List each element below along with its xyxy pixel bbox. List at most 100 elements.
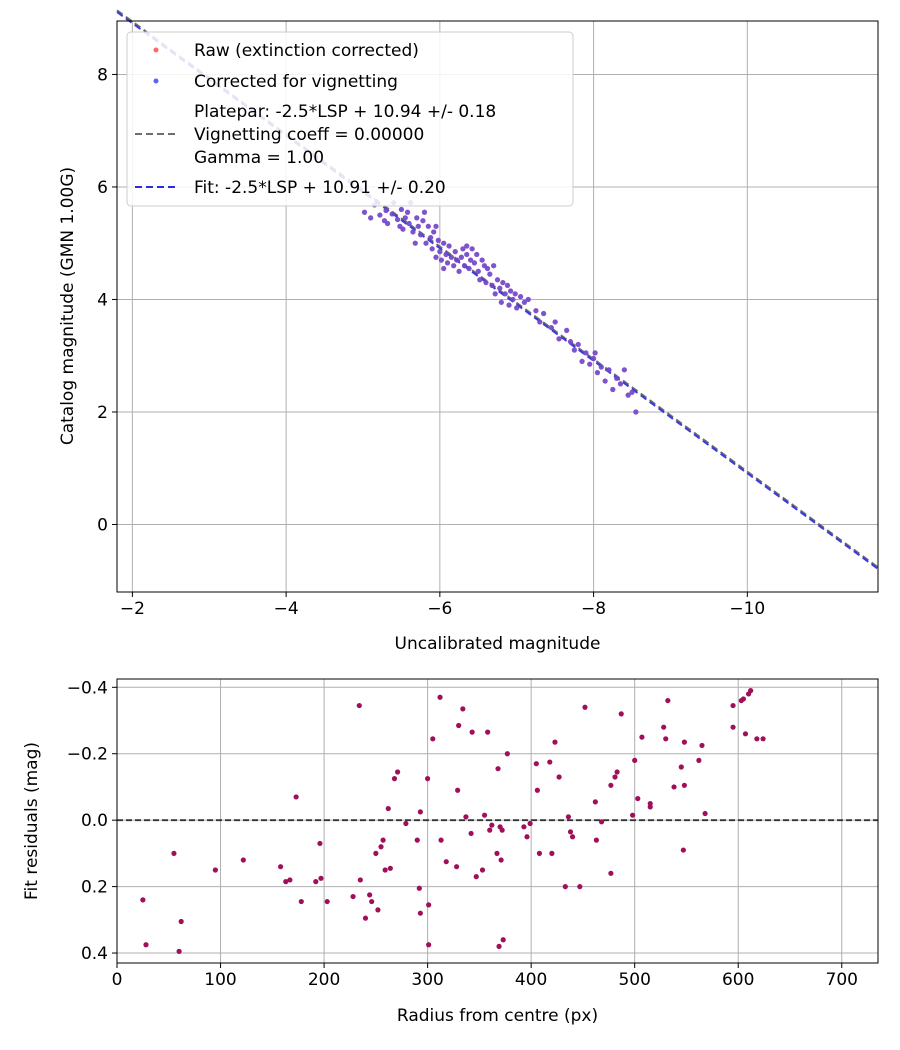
residual-point (277, 864, 284, 870)
residual-point (362, 915, 369, 921)
corrected-point (383, 207, 389, 214)
residual-point (612, 774, 618, 780)
corrected-point (512, 291, 518, 297)
residual-point (140, 897, 146, 903)
top-axis-ticks: −2 −4 −6 −8 −10 0 2 4 6 8 (97, 65, 765, 619)
corrected-point (484, 265, 491, 272)
corrected-point (406, 220, 412, 227)
corrected-point (556, 336, 562, 342)
residual-point (426, 942, 432, 948)
corrected-point (521, 299, 528, 305)
top-legend: Raw (extinction corrected) Corrected for… (126, 31, 574, 207)
residual-point (417, 809, 423, 815)
residual-point (178, 918, 184, 925)
residual-point (681, 739, 687, 745)
residual-point (678, 764, 684, 770)
corrected-point (414, 215, 420, 221)
corrected-point (461, 263, 468, 269)
corrected-point (548, 324, 554, 331)
residual-point (489, 822, 495, 828)
x-tick-label: −6 (427, 599, 452, 619)
residual-point (317, 840, 323, 847)
y-tick-label: 8 (97, 65, 108, 85)
residual-point (556, 774, 562, 780)
corrected-point (614, 375, 620, 381)
top-x-axis-label: Uncalibrated magnitude (395, 634, 601, 654)
corrected-point (510, 296, 516, 303)
residual-point (494, 850, 500, 856)
corrected-point (506, 302, 512, 308)
corrected-point (443, 251, 449, 258)
corrected-point (451, 263, 457, 269)
residual-point (357, 877, 363, 883)
corrected-point (410, 229, 416, 235)
y-tick-label: 0 (97, 515, 108, 535)
residual-point (696, 757, 702, 763)
corrected-point (552, 319, 558, 325)
residual-point (171, 850, 177, 856)
corrected-point (587, 361, 593, 367)
residual-point (608, 870, 614, 876)
residual-point (567, 829, 574, 835)
residual-point (582, 704, 588, 710)
corrected-point (492, 291, 498, 297)
bottom-axis-ticks: 0 100 200 300 400 500 600 700 0.4 0.2 0.0 −0.2 −0.4 (67, 678, 858, 990)
corrected-point (571, 347, 577, 353)
residual-point (313, 879, 319, 885)
x-tick-label: 100 (204, 970, 236, 990)
legend-raw-marker (153, 47, 159, 53)
residual-point (504, 751, 510, 757)
residual-point (485, 729, 491, 735)
residual-point (760, 736, 766, 742)
legend-platepar-line2: Vignetting coeff = 0.00000 (194, 125, 424, 145)
x-tick-label: −10 (729, 599, 765, 619)
corrected-point (621, 367, 627, 373)
corrected-point (477, 277, 483, 283)
residual-point (380, 837, 386, 843)
residual-point (426, 902, 432, 908)
corrected-point (592, 350, 598, 356)
corrected-point (541, 310, 547, 317)
residual-point (479, 867, 486, 873)
corrected-point (583, 350, 589, 356)
residual-point (438, 837, 444, 843)
legend-platepar-line3: Gamma = 1.00 (194, 148, 324, 168)
bottom-plot-frame (116, 678, 879, 964)
x-tick-label: 0 (112, 970, 123, 990)
corrected-point (497, 285, 503, 291)
residual-point (385, 805, 391, 812)
residual-point (212, 867, 218, 873)
residual-point (614, 769, 620, 775)
corrected-point (537, 319, 543, 325)
top-y-axis-label: Catalog magnitude (GMN 1.00G) (58, 167, 78, 445)
residual-point (487, 827, 493, 833)
corrected-point (412, 240, 418, 246)
corrected-point (602, 378, 608, 384)
corrected-point (429, 246, 435, 252)
corrected-point (489, 282, 495, 289)
x-tick-label: −4 (274, 599, 299, 619)
corrected-point (441, 240, 447, 246)
corrected-point (633, 409, 639, 415)
corrected-point (483, 279, 489, 286)
corrected-point (448, 254, 454, 260)
residual-point (552, 739, 558, 745)
residual-point (647, 800, 653, 807)
corrected-point (575, 341, 581, 348)
corrected-point (629, 389, 635, 395)
residual-point (367, 892, 373, 898)
residual-point (549, 850, 555, 856)
residual-point (592, 799, 598, 805)
corrected-point (377, 212, 383, 218)
corrected-point (460, 246, 466, 252)
residual-point (754, 736, 760, 742)
residual-point (378, 844, 384, 850)
residual-point (437, 694, 443, 700)
corrected-point (423, 240, 429, 246)
residual-point (454, 864, 460, 870)
corrected-point (420, 218, 426, 224)
corrected-point (398, 206, 405, 213)
corrected-point (418, 232, 424, 238)
residual-point (430, 736, 436, 742)
residual-point (391, 776, 398, 782)
